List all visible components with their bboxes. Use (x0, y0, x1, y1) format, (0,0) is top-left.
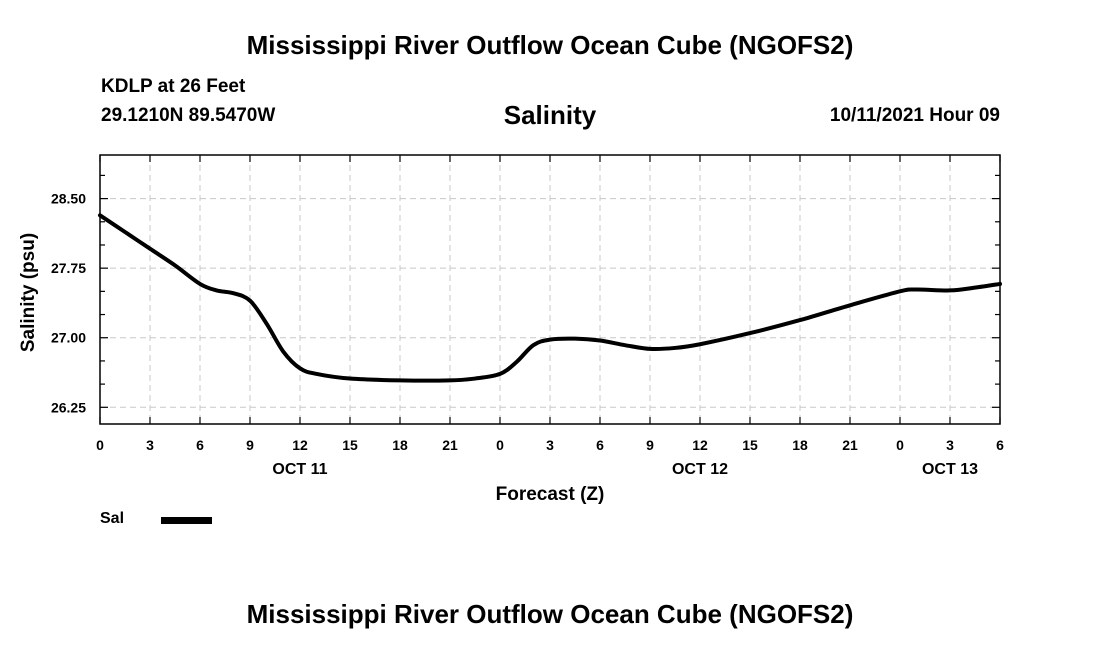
y-tick-label: 27.75 (51, 260, 86, 276)
x-axis-title: Forecast (Z) (496, 484, 605, 505)
x-tick-label: 18 (792, 437, 808, 453)
date-label: OCT 11 (272, 461, 327, 478)
footer-title: Mississippi River Outflow Ocean Cube (NG… (246, 599, 854, 629)
y-tick-label: 27.00 (51, 330, 86, 346)
x-tick-label: 18 (392, 437, 408, 453)
forecast-datetime: 10/11/2021 Hour 09 (829, 105, 1000, 126)
x-tick-label: 0 (496, 437, 504, 453)
plot-frame (99, 154, 1001, 425)
x-tick-label: 12 (692, 437, 708, 453)
x-tick-label: 21 (442, 437, 458, 453)
x-tick-label: 15 (342, 437, 358, 453)
x-tick-label: 3 (946, 437, 954, 453)
x-tick-label: 6 (996, 437, 1004, 453)
x-tick-label: 6 (196, 437, 204, 453)
station-coordinates: 29.1210N 89.5470W (101, 105, 276, 126)
legend-line-swatch (161, 517, 212, 524)
grid-lines (100, 155, 1000, 424)
y-tick-labels: 26.25 27.00 27.75 28.50 (51, 191, 86, 416)
x-tick-label: 0 (896, 437, 904, 453)
x-tick-label: 0 (96, 437, 104, 453)
page-title: Mississippi River Outflow Ocean Cube (NG… (246, 30, 854, 60)
salinity-series-line (98, 213, 1002, 383)
date-label: OCT 12 (672, 461, 728, 478)
x-tick-label: 9 (646, 437, 654, 453)
y-axis-title: Salinity (psu) (18, 233, 39, 352)
x-tick-labels: 0 3 6 9 12 15 18 21 0 3 6 9 12 15 18 21 0 3 6 (96, 437, 1004, 453)
station-label: KDLP at 26 Feet (101, 76, 246, 97)
y-tick-label: 26.25 (51, 399, 86, 415)
x-tick-label: 21 (842, 437, 858, 453)
x-tick-label: 3 (546, 437, 554, 453)
x-tick-label: 6 (596, 437, 604, 453)
y-tick-label: 28.50 (51, 191, 86, 207)
date-labels: OCT 11 OCT 12 OCT 13 (272, 461, 978, 478)
axis-ticks (99, 155, 1001, 424)
x-tick-label: 3 (146, 437, 154, 453)
x-tick-label: 15 (742, 437, 758, 453)
chart-title: Salinity (503, 100, 597, 130)
date-label: OCT 13 (922, 461, 978, 478)
x-tick-label: 12 (292, 437, 308, 453)
x-tick-label: 9 (246, 437, 254, 453)
legend-label: Sal (100, 510, 125, 527)
